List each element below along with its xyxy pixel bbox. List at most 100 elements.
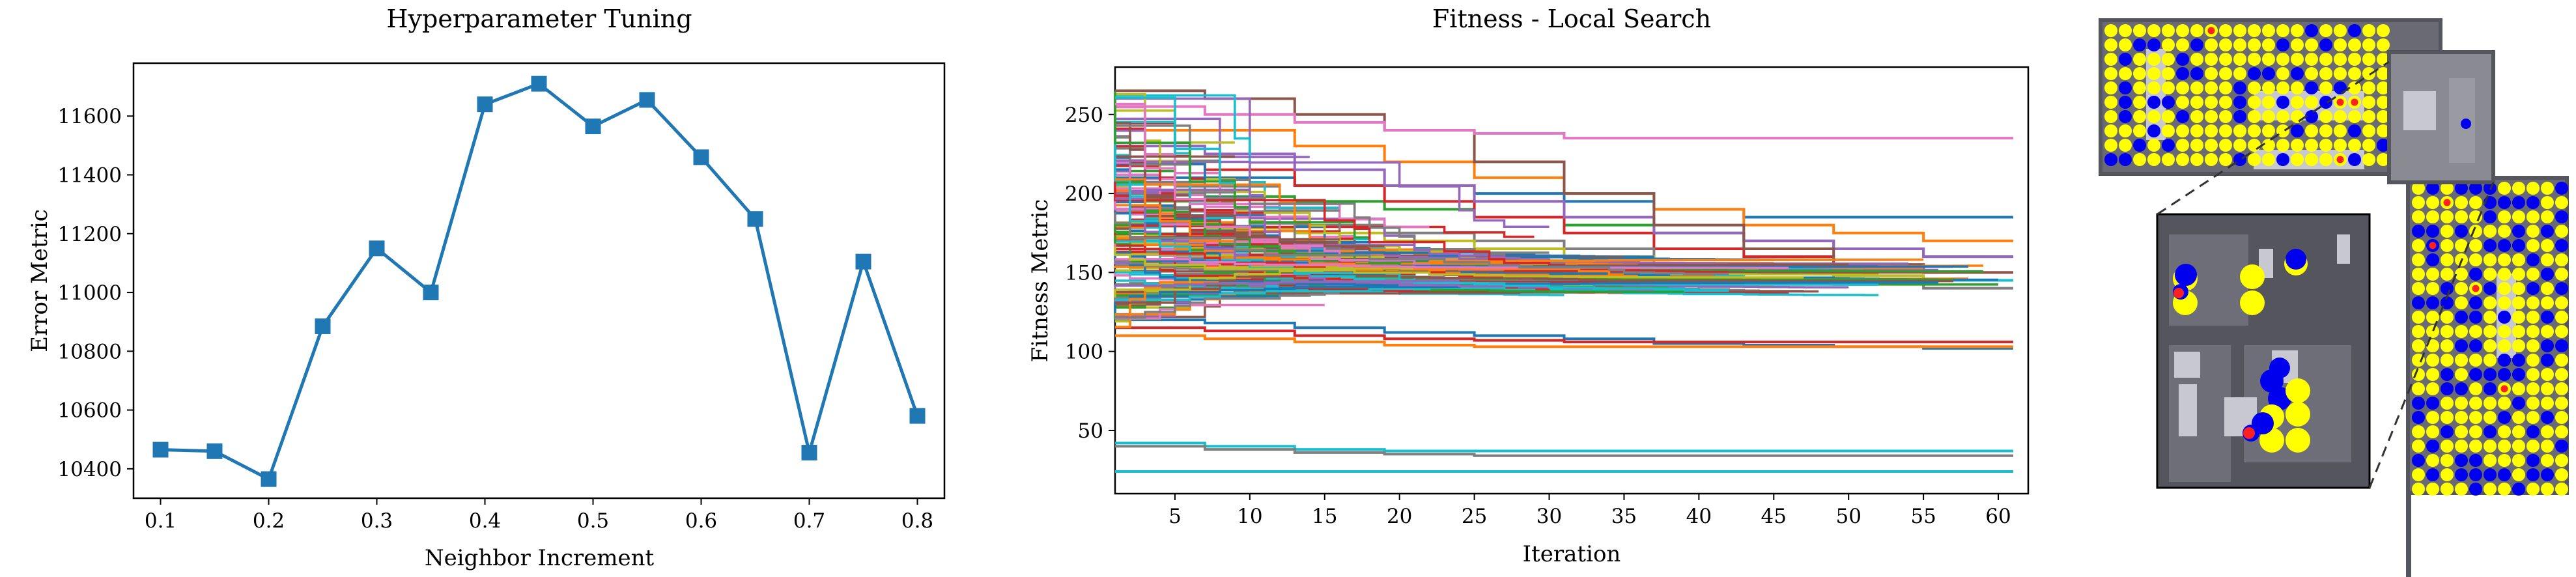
- agent-dot: [2104, 110, 2117, 123]
- agent-dot: [2319, 67, 2332, 80]
- agent-dot: [2469, 182, 2482, 195]
- agent-dot: [2498, 440, 2511, 453]
- chart2-series-line: [1114, 279, 1460, 288]
- agent-dot: [2498, 182, 2511, 195]
- agent-dot: [2412, 425, 2425, 438]
- agent-dot: [2348, 153, 2361, 166]
- agent-dot: [2348, 53, 2361, 66]
- floorplan-top-room: [2099, 18, 2442, 176]
- agent-dot: [2498, 311, 2511, 324]
- agent-dot: [2334, 53, 2347, 66]
- agent-dot: [2305, 24, 2318, 37]
- agent-dot: [2162, 67, 2175, 80]
- agent-dot: [2248, 110, 2261, 123]
- agent-dot: [2205, 139, 2218, 152]
- agent-dot: [2176, 24, 2189, 37]
- agent-dot: [2119, 153, 2132, 166]
- agent-dot: [2455, 239, 2468, 252]
- agent-dot: [2541, 282, 2554, 295]
- agent-dot: [2190, 38, 2203, 51]
- agent-dot: [2276, 139, 2289, 152]
- agent-dot: [2291, 153, 2304, 166]
- agent-dot: [2426, 397, 2439, 410]
- agent-dot: [2104, 38, 2117, 51]
- chart2-x-tick-label: 5: [1168, 505, 1182, 528]
- agent-dot: [2219, 153, 2232, 166]
- agent-dot: [2455, 411, 2468, 424]
- agent-dot: [2219, 67, 2232, 80]
- agent-dot: [2412, 182, 2425, 195]
- agent-dot: [2412, 253, 2425, 266]
- agent-dot: [2498, 339, 2511, 352]
- chart1-x-tick-label: 0.5: [577, 509, 609, 533]
- agent-dot: [2262, 53, 2275, 66]
- agent-dot: [2455, 440, 2468, 453]
- agent-dot: [2319, 81, 2332, 94]
- agent-dot: [2104, 153, 2117, 166]
- agent-dot: [2512, 339, 2525, 352]
- agent-dot: [2104, 96, 2117, 109]
- agent-dot: [2119, 110, 2132, 123]
- agent-dot: [2262, 81, 2275, 94]
- agent-dot: [2498, 296, 2511, 309]
- agent-dot: [2541, 311, 2554, 324]
- agent-dot: [2555, 339, 2568, 352]
- agent-dot: [2205, 124, 2218, 137]
- chart1-point: [206, 443, 223, 459]
- agent-dot: [2362, 153, 2375, 166]
- agent-dot: [2526, 411, 2540, 424]
- agent-dot: [2219, 96, 2232, 109]
- chart1-y-tick-label: 11600: [57, 105, 122, 128]
- agent-dot: [2512, 239, 2525, 252]
- fitness-local-search-chart: Fitness - Local Search 5 10 15 20 25 30 35 40 45…: [1027, 5, 2030, 567]
- agent-dot: [2498, 468, 2511, 481]
- agent-dot: [2526, 354, 2540, 367]
- agent-dot: [2334, 124, 2347, 137]
- agent-dot: [2426, 210, 2439, 223]
- agent-dot: [2119, 124, 2132, 137]
- chart2-x-tick-label: 30: [1536, 505, 1562, 528]
- agent-dot: [2362, 24, 2375, 37]
- agent-dot: [2555, 483, 2568, 496]
- agent-dot: [2426, 382, 2439, 395]
- agent-dot: [2455, 311, 2468, 324]
- agent-dot: [2162, 96, 2175, 109]
- agent-dot: [2147, 96, 2160, 109]
- agent-dot: [2147, 110, 2160, 123]
- agent-dot: [2119, 24, 2132, 37]
- agent-dot: [2412, 454, 2425, 467]
- agent-dot: [2484, 368, 2497, 381]
- agent-dot: [2469, 268, 2482, 281]
- agent-dot: [2276, 124, 2289, 137]
- chart1-y-tick-label: 11200: [57, 223, 122, 246]
- agent-dot: [2555, 311, 2568, 324]
- agent-dot: [2498, 425, 2511, 438]
- agent-dot: [2205, 81, 2218, 94]
- agent-dot: [2441, 397, 2454, 410]
- agent-dot: [2455, 182, 2468, 195]
- agent-dot: [2362, 53, 2375, 66]
- agent-dot: [2377, 110, 2390, 123]
- agent-dot: [2441, 454, 2454, 467]
- agent-dot: [2455, 325, 2468, 338]
- agent-dot: [2555, 425, 2568, 438]
- agent-dot: [2219, 81, 2232, 94]
- agent-dot: [2469, 483, 2482, 496]
- agent-dot: [2162, 110, 2175, 123]
- agent-dot: [2441, 440, 2454, 453]
- agent-dot: [2484, 253, 2497, 266]
- agent-dot: [2362, 81, 2375, 94]
- chart1-point: [369, 240, 385, 257]
- agent-dot: [2305, 81, 2318, 94]
- floorplan-illustration: [2099, 18, 2569, 577]
- agent-dot: [2426, 311, 2439, 324]
- chart2-series-line: [1115, 160, 1550, 261]
- agent-dot: [2455, 397, 2468, 410]
- agent-dot: [2291, 53, 2304, 66]
- chart1-y-label: Error Metric: [27, 209, 53, 352]
- agent-dot: [2512, 196, 2525, 209]
- chart2-x-tick-label: 60: [1985, 505, 2011, 528]
- chart1-point: [477, 96, 493, 113]
- chart1-point: [639, 92, 655, 108]
- agent-dot: [2541, 411, 2554, 424]
